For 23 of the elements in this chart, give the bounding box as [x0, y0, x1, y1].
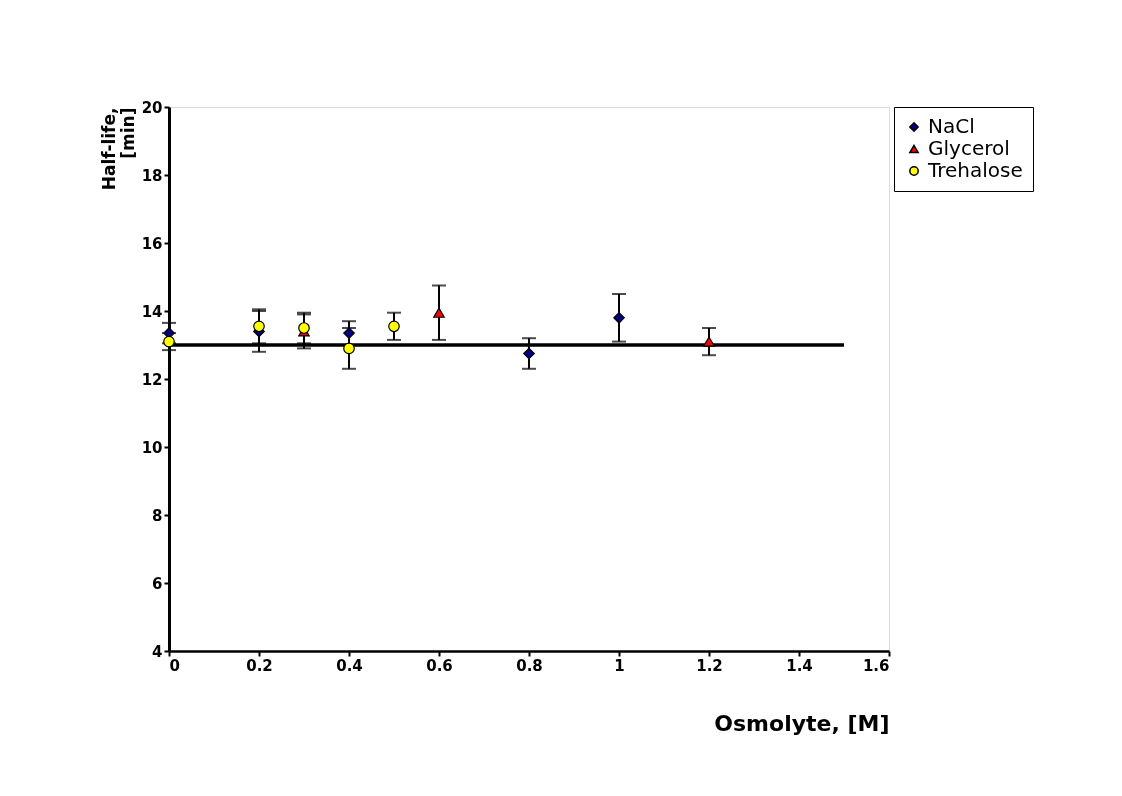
- legend-label: Glycerol: [928, 136, 1010, 160]
- y-tick-label: 16: [141, 234, 163, 253]
- y-tick-label: 20: [141, 98, 163, 117]
- y-tick-label: 12: [141, 370, 163, 389]
- x-tick-label: 0.4: [336, 656, 363, 675]
- y-tick-label: 18: [141, 166, 163, 185]
- x-tick-label: 0.6: [426, 656, 453, 675]
- x-tick-label: 1.6: [862, 656, 890, 675]
- legend-label: NaCl: [928, 114, 975, 138]
- y-axis-title: Half-life, [min]: [98, 107, 138, 191]
- y-tick-label: 10: [141, 438, 163, 457]
- y-tick-label: 4: [152, 642, 163, 661]
- x-tick-label: 0: [169, 656, 180, 675]
- x-tick-label: 1: [614, 656, 625, 675]
- x-tick-label: 1.4: [786, 656, 813, 675]
- x-tick-label: 1.2: [696, 656, 723, 675]
- y-tick-label: 6: [152, 574, 163, 593]
- y-tick-label: 8: [152, 506, 163, 525]
- x-axis-title: Osmolyte, [M]: [714, 710, 890, 736]
- x-tick-label: 0.2: [246, 656, 273, 675]
- y-tick-label: 14: [141, 302, 163, 321]
- x-tick-label: 0.8: [516, 656, 543, 675]
- legend-label: Trehalose: [927, 158, 1023, 182]
